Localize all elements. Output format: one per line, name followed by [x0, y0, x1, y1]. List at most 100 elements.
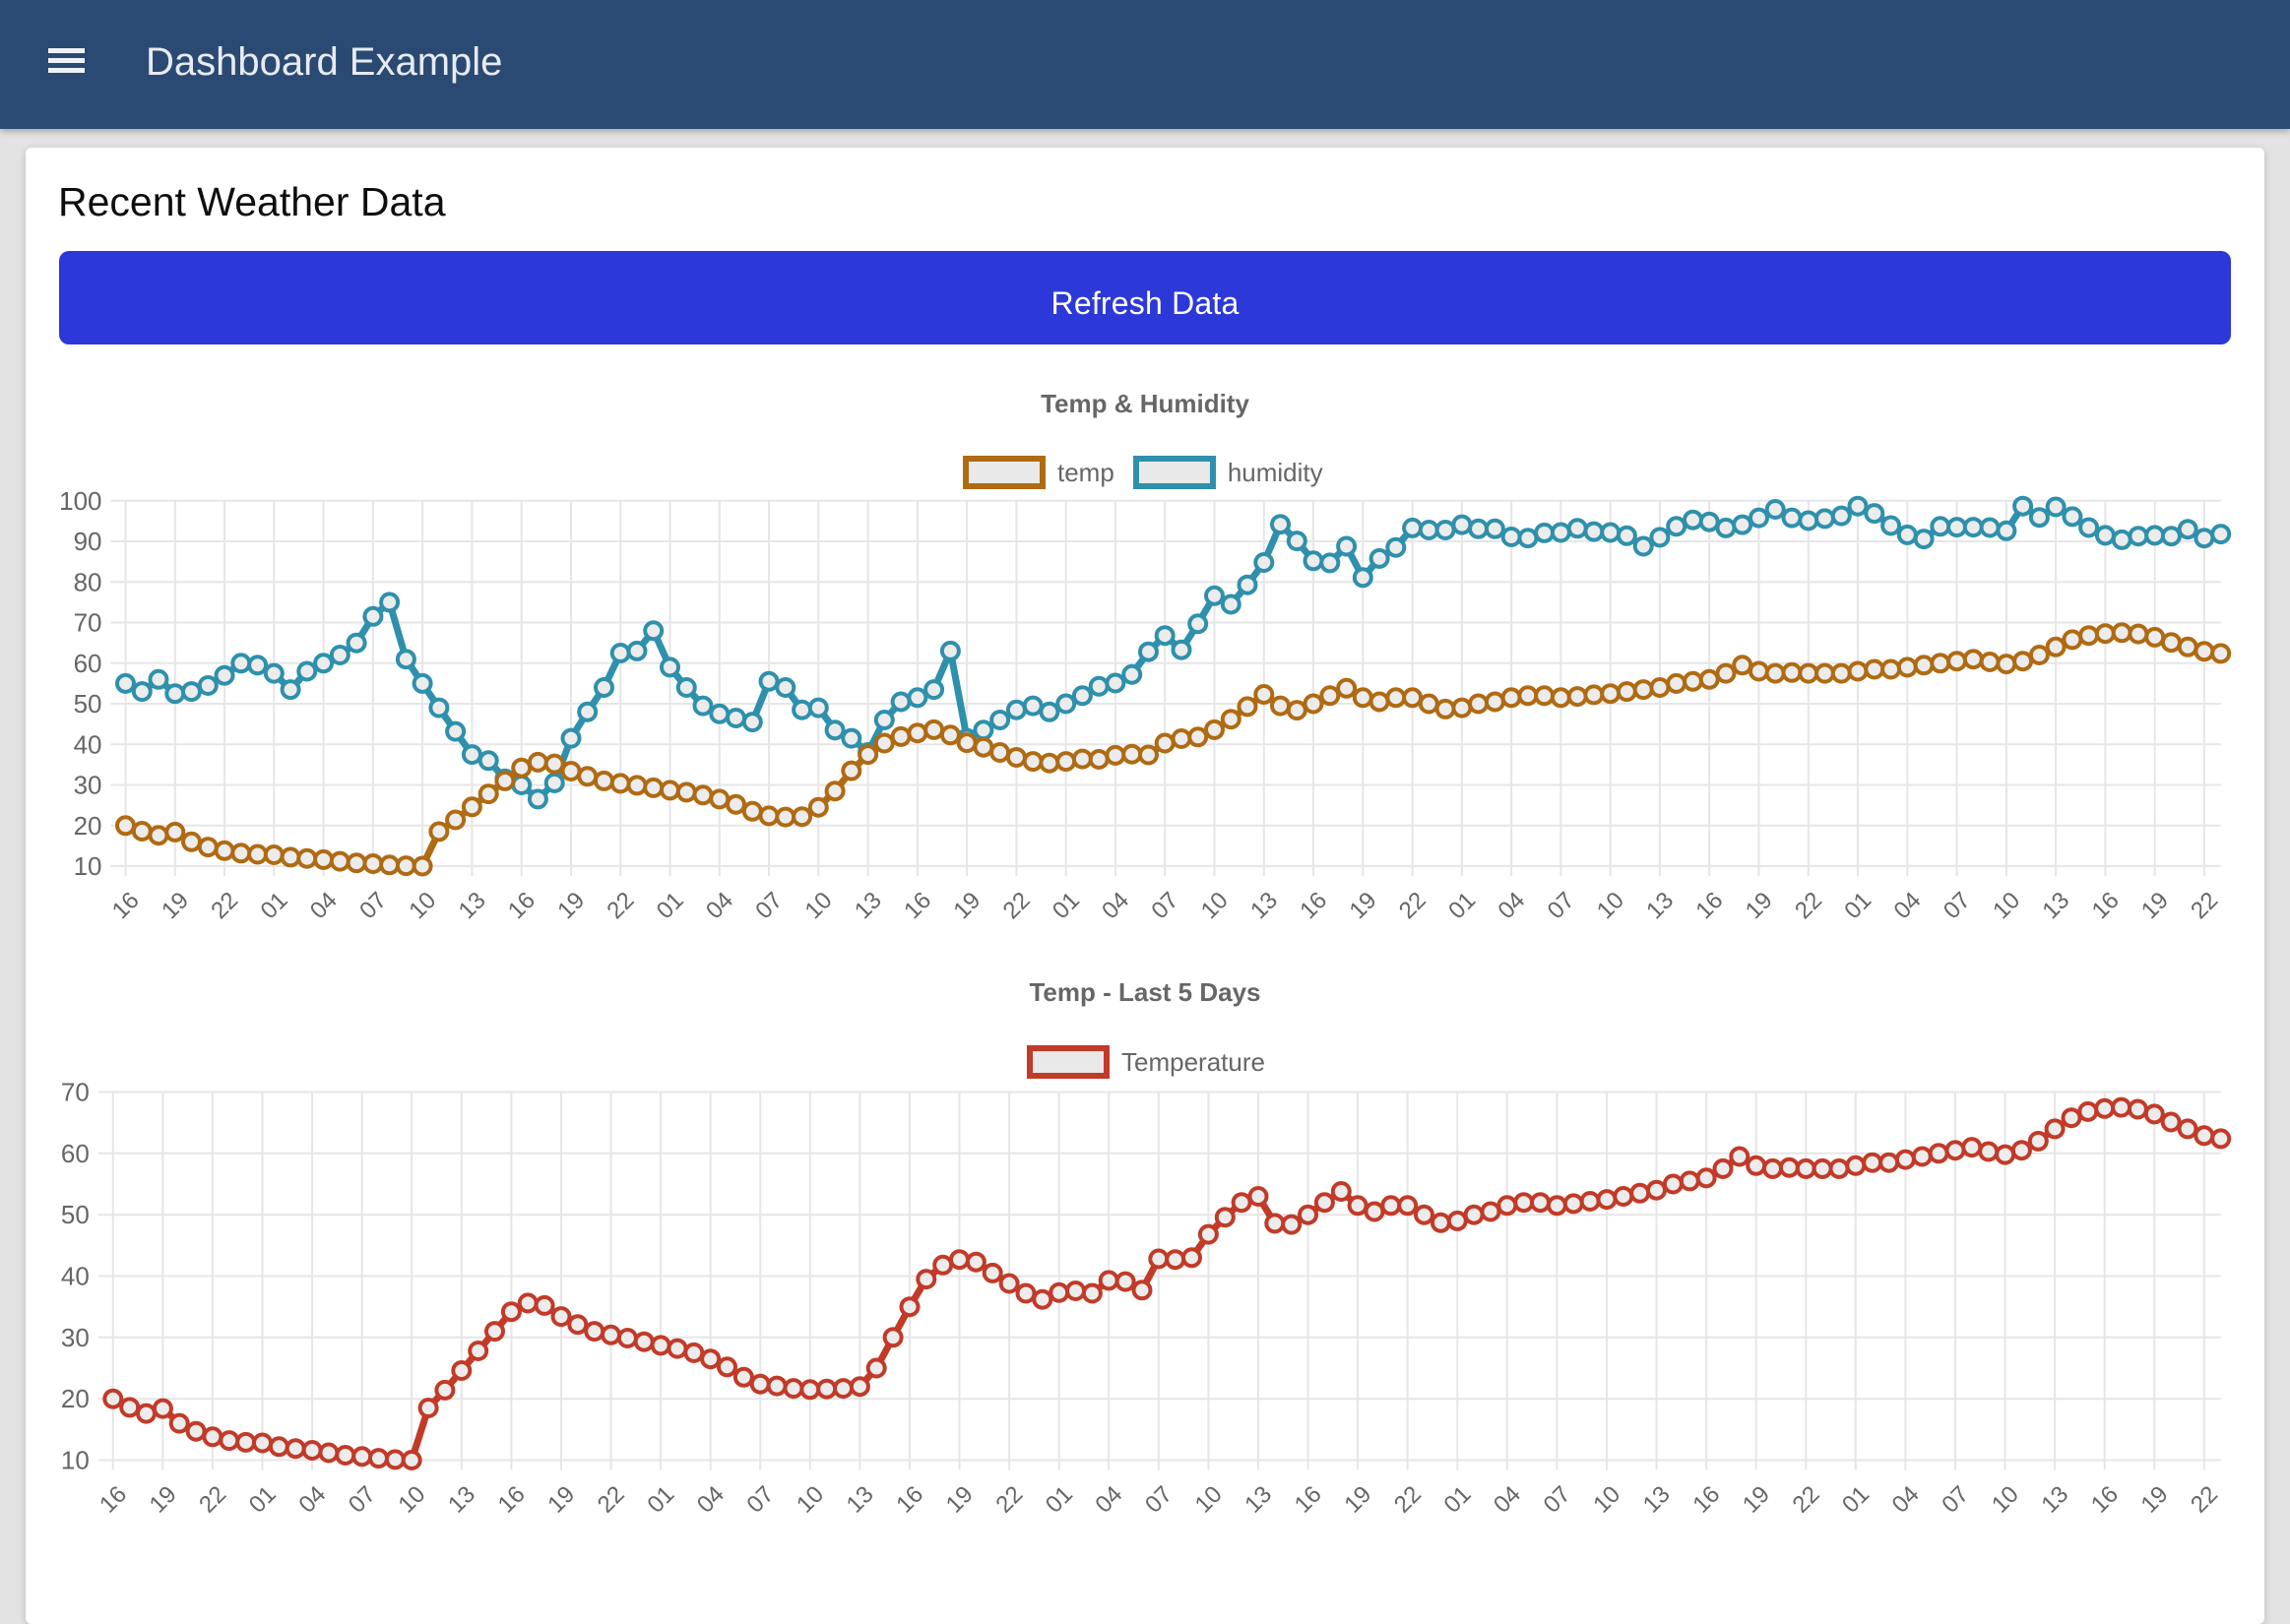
svg-text:07: 07: [354, 887, 392, 924]
svg-text:13: 13: [850, 887, 887, 924]
svg-text:07: 07: [344, 1481, 381, 1519]
svg-text:04: 04: [692, 1481, 730, 1519]
svg-text:19: 19: [1339, 1481, 1376, 1519]
svg-text:10: 10: [1987, 1481, 2024, 1519]
svg-text:16: 16: [891, 1481, 928, 1519]
svg-text:16: 16: [2086, 1481, 2124, 1519]
svg-text:16: 16: [2087, 887, 2125, 924]
svg-text:30: 30: [74, 771, 102, 800]
svg-text:01: 01: [1048, 887, 1085, 924]
svg-text:19: 19: [145, 1481, 182, 1519]
svg-text:22: 22: [1389, 1481, 1427, 1519]
svg-text:16: 16: [1295, 887, 1332, 924]
svg-text:13: 13: [2036, 1481, 2073, 1519]
svg-text:07: 07: [1543, 887, 1580, 924]
svg-text:10: 10: [1588, 1481, 1625, 1519]
svg-text:22: 22: [2186, 887, 2223, 924]
svg-text:13: 13: [842, 1481, 879, 1519]
svg-text:13: 13: [2037, 887, 2074, 924]
svg-text:16: 16: [493, 1481, 531, 1519]
svg-text:07: 07: [750, 887, 788, 924]
svg-text:50: 50: [61, 1200, 90, 1229]
svg-text:01: 01: [1839, 887, 1877, 924]
svg-text:16: 16: [503, 887, 541, 924]
svg-text:07: 07: [741, 1481, 779, 1519]
svg-text:22: 22: [2186, 1481, 2223, 1519]
svg-text:19: 19: [2136, 887, 2174, 924]
svg-text:01: 01: [1443, 887, 1481, 924]
svg-text:19: 19: [1345, 887, 1382, 924]
svg-text:04: 04: [701, 887, 738, 924]
svg-text:04: 04: [1097, 887, 1134, 924]
svg-text:19: 19: [1738, 1481, 1775, 1519]
svg-text:40: 40: [61, 1262, 90, 1291]
svg-text:22: 22: [593, 1481, 630, 1519]
svg-text:10: 10: [1988, 887, 2025, 924]
svg-text:16: 16: [107, 887, 145, 924]
svg-text:01: 01: [244, 1481, 282, 1519]
svg-text:01: 01: [642, 1481, 679, 1519]
svg-text:04: 04: [293, 1481, 331, 1519]
svg-text:16: 16: [95, 1481, 132, 1519]
svg-text:70: 70: [61, 1078, 90, 1107]
svg-text:19: 19: [542, 1481, 580, 1519]
svg-text:22: 22: [1394, 887, 1431, 924]
svg-text:19: 19: [1741, 887, 1778, 924]
svg-text:04: 04: [1887, 1481, 1925, 1519]
svg-text:22: 22: [990, 1481, 1028, 1519]
svg-text:13: 13: [454, 887, 491, 924]
svg-text:22: 22: [998, 887, 1036, 924]
svg-text:10: 10: [404, 887, 441, 924]
svg-text:13: 13: [1245, 887, 1283, 924]
svg-text:04: 04: [1493, 887, 1530, 924]
svg-text:16: 16: [1690, 887, 1728, 924]
svg-text:22: 22: [206, 887, 243, 924]
svg-text:01: 01: [256, 887, 293, 924]
svg-text:60: 60: [74, 649, 102, 678]
svg-text:16: 16: [1687, 1481, 1725, 1519]
svg-text:22: 22: [1788, 1481, 1825, 1519]
svg-text:07: 07: [1146, 887, 1183, 924]
svg-text:01: 01: [1041, 1481, 1078, 1519]
svg-text:19: 19: [948, 887, 986, 924]
svg-text:07: 07: [1939, 887, 1976, 924]
svg-text:30: 30: [61, 1323, 90, 1352]
svg-text:22: 22: [194, 1481, 231, 1519]
svg-text:01: 01: [652, 887, 689, 924]
svg-text:04: 04: [1889, 887, 1927, 924]
svg-text:10: 10: [1592, 887, 1629, 924]
svg-text:20: 20: [74, 811, 102, 841]
svg-text:10: 10: [792, 1481, 829, 1519]
svg-text:13: 13: [1638, 1481, 1676, 1519]
svg-text:10: 10: [393, 1481, 430, 1519]
svg-text:01: 01: [1837, 1481, 1875, 1519]
svg-text:10: 10: [1196, 887, 1234, 924]
svg-text:70: 70: [74, 608, 102, 638]
svg-text:04: 04: [1090, 1481, 1127, 1519]
svg-text:07: 07: [1140, 1481, 1177, 1519]
svg-text:22: 22: [1790, 887, 1827, 924]
svg-text:04: 04: [1489, 1481, 1526, 1519]
svg-text:04: 04: [305, 887, 343, 924]
svg-text:13: 13: [1641, 887, 1679, 924]
svg-text:80: 80: [74, 567, 102, 596]
svg-text:16: 16: [1290, 1481, 1327, 1519]
svg-text:20: 20: [61, 1384, 90, 1413]
svg-text:10: 10: [800, 887, 838, 924]
svg-text:19: 19: [552, 887, 590, 924]
svg-text:19: 19: [941, 1481, 979, 1519]
svg-text:10: 10: [74, 851, 102, 881]
svg-text:13: 13: [443, 1481, 480, 1519]
svg-text:07: 07: [1937, 1481, 1974, 1519]
svg-text:22: 22: [602, 887, 639, 924]
svg-text:07: 07: [1539, 1481, 1576, 1519]
svg-text:19: 19: [2136, 1481, 2174, 1519]
svg-text:19: 19: [157, 887, 194, 924]
svg-text:100: 100: [59, 486, 101, 516]
svg-text:13: 13: [1240, 1481, 1277, 1519]
svg-text:10: 10: [1190, 1481, 1228, 1519]
svg-text:01: 01: [1439, 1481, 1477, 1519]
svg-text:10: 10: [61, 1446, 90, 1475]
svg-text:60: 60: [61, 1139, 90, 1168]
svg-text:50: 50: [74, 689, 102, 718]
